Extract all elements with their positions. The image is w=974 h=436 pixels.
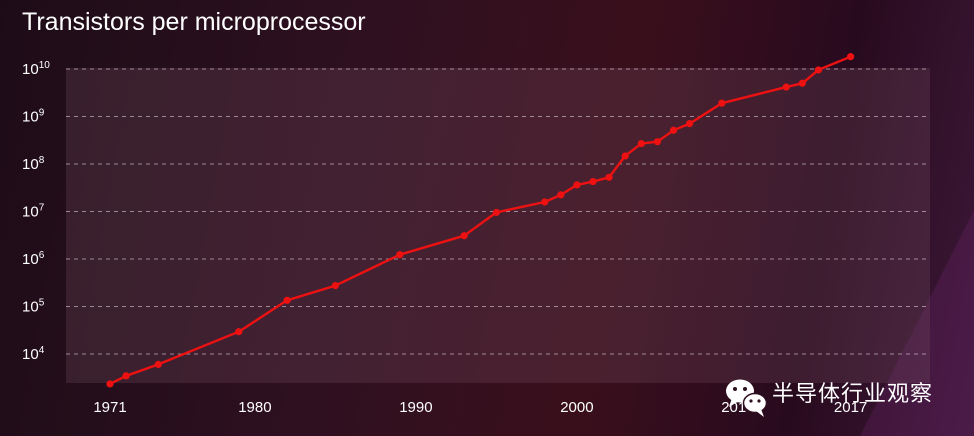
data-point [573,181,581,189]
data-point [154,360,162,369]
data-point [589,177,597,186]
x-tick-label: 1980 [238,399,271,416]
x-tick-label: 1990 [399,399,432,416]
data-point [557,191,565,199]
data-point [637,139,645,148]
data-point [798,79,806,87]
data-point [847,53,855,61]
y-tick-label: 1010 [22,60,50,78]
data-point [122,372,130,380]
x-tick-label: 2000 [560,399,593,416]
y-axis-ticks: 104 105 106 107 108 109 1010 [22,60,50,363]
data-point [653,138,662,146]
data-point [621,152,629,160]
watermark: 半导体行业观察 [726,379,933,417]
watermark-text: 半导体行业观察 [772,381,933,406]
data-point [782,83,790,91]
data-point [814,66,823,74]
wechat-icon [726,379,768,417]
y-tick-label: 107 [22,203,45,221]
data-point [541,198,549,206]
data-point [686,120,694,128]
data-point [331,282,339,290]
data-point [492,208,500,217]
data-point [718,99,726,107]
data-point [605,173,613,181]
chart-title: Transistors per microprocessor [22,8,366,36]
data-point [235,328,243,336]
data-point [669,126,678,134]
x-tick-label: 2017 [834,399,867,416]
series-line [109,55,852,385]
x-axis-ticks: 1971 1980 1990 2000 2010 2017 [93,399,867,416]
grid-lines [66,68,930,355]
y-tick-label: 105 [22,298,45,316]
background-glow [860,210,974,436]
y-tick-label: 106 [22,250,45,268]
y-tick-label: 108 [22,155,45,173]
data-point [106,380,114,388]
y-tick-label: 109 [22,108,45,126]
x-tick-label: 1971 [93,399,126,416]
series-transistors [106,53,855,388]
plot-area [66,68,930,383]
y-tick-label: 104 [22,345,45,363]
data-point [396,251,404,259]
data-point [283,296,291,304]
data-point [460,232,468,240]
